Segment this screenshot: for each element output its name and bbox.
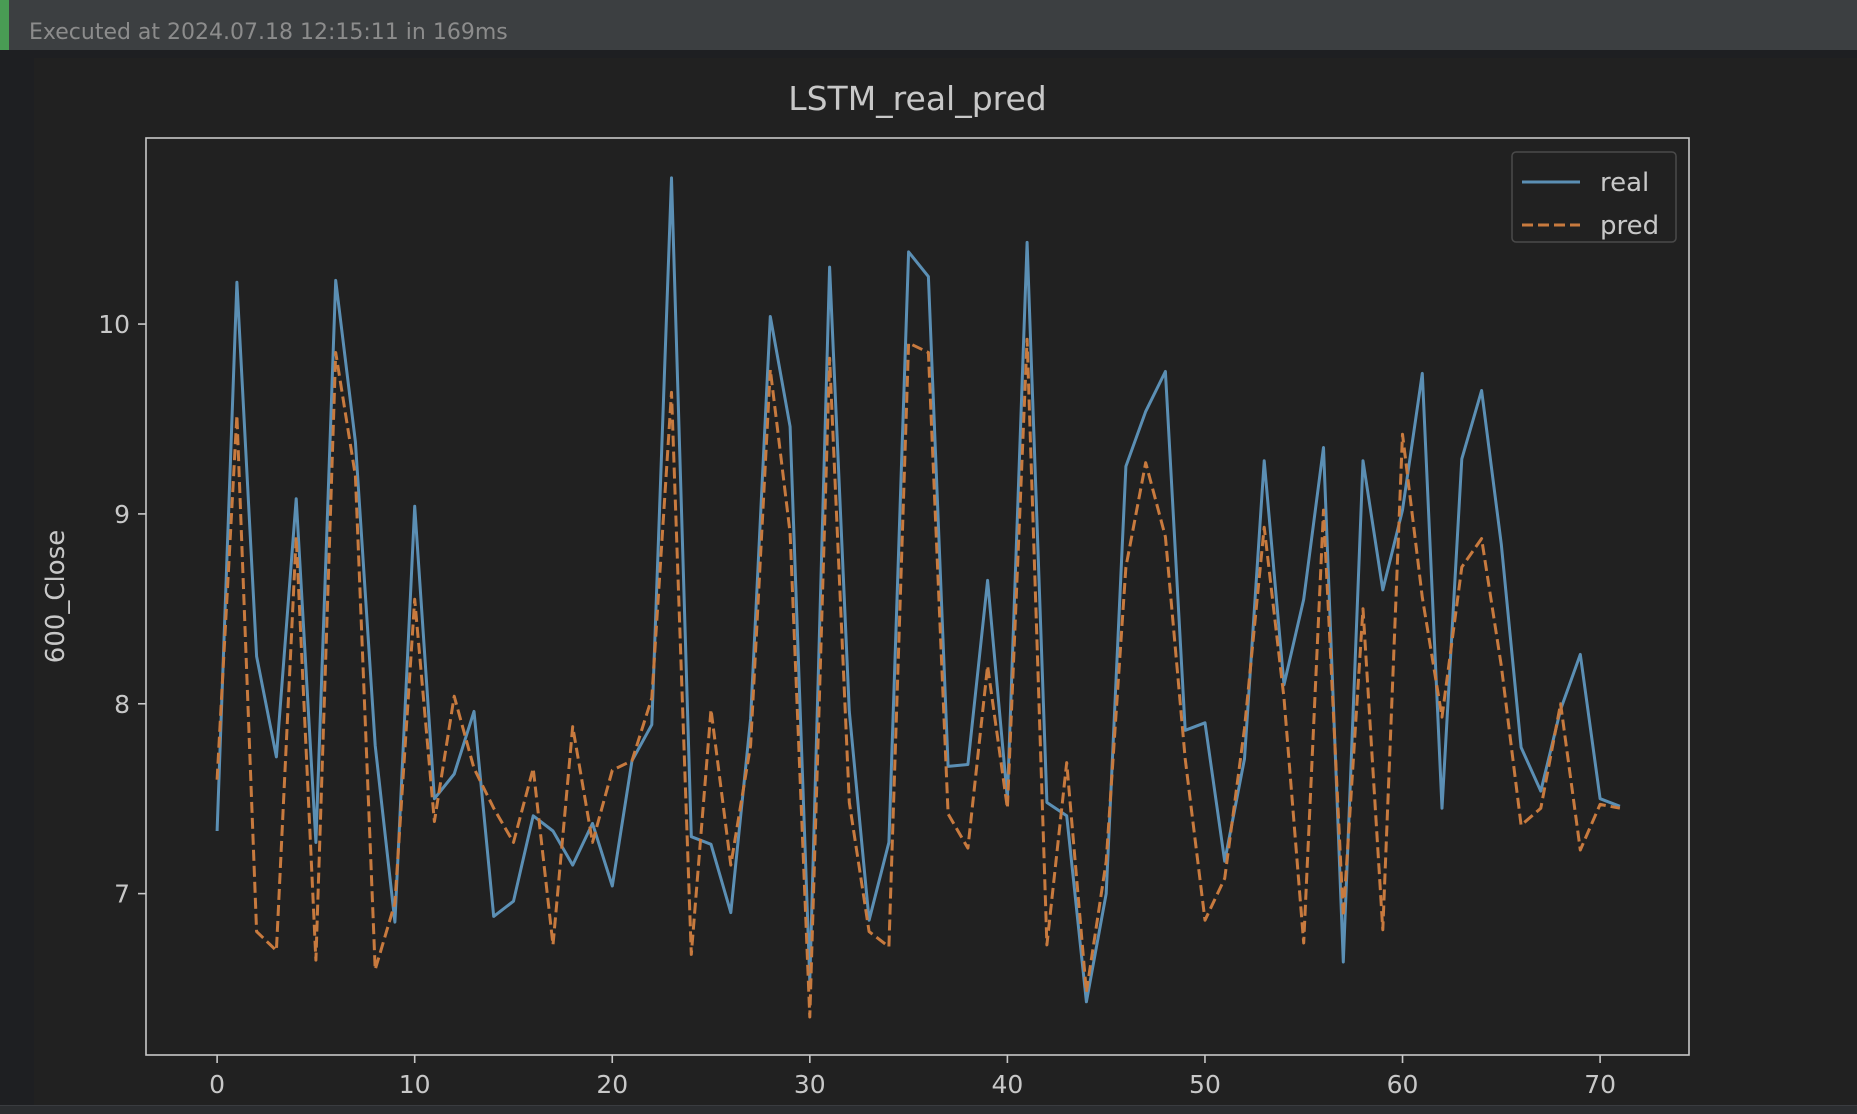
x-tick-label: 30 bbox=[794, 1070, 826, 1099]
legend-label-pred: pred bbox=[1600, 211, 1659, 241]
chart-title: LSTM_real_pred bbox=[788, 79, 1047, 118]
y-tick-label: 7 bbox=[114, 880, 130, 909]
bottom-edge bbox=[0, 1105, 1857, 1114]
x-tick-label: 0 bbox=[209, 1070, 225, 1099]
series-layer bbox=[215, 176, 1621, 1019]
x-tick-label: 60 bbox=[1387, 1070, 1419, 1099]
line-chart: 0 10 20 30 40 50 60 70 7 8 9 10 LSTM_real_pred 600_… bbox=[34, 58, 1857, 1105]
legend-label-real: real bbox=[1600, 168, 1649, 198]
x-tick-label: 10 bbox=[399, 1070, 431, 1099]
y-tick-label: 8 bbox=[114, 690, 130, 719]
legend-box bbox=[1511, 151, 1677, 243]
x-tick-label: 20 bbox=[596, 1070, 628, 1099]
execution-status-text: Executed at 2024.07.18 12:15:11 in 169ms bbox=[29, 20, 508, 45]
series-line-real bbox=[215, 176, 1621, 1004]
y-tick-label: 10 bbox=[98, 310, 130, 339]
x-tick-label: 70 bbox=[1584, 1070, 1616, 1099]
y-tick-label: 9 bbox=[114, 500, 130, 529]
execution-status-bar: Executed at 2024.07.18 12:15:11 in 169ms bbox=[0, 0, 1857, 50]
tick-layer: 0 10 20 30 40 50 60 70 7 8 9 10 bbox=[98, 310, 1616, 1099]
chart-legend: real pred bbox=[1511, 151, 1677, 243]
plot-frame bbox=[145, 137, 1690, 1056]
chart-figure: 0 10 20 30 40 50 60 70 7 8 9 10 LSTM_real_pred 600_… bbox=[34, 58, 1857, 1105]
x-tick-label: 40 bbox=[991, 1070, 1023, 1099]
x-tick-label: 50 bbox=[1189, 1070, 1221, 1099]
y-axis-label: 600_Close bbox=[41, 530, 71, 663]
series-line-pred bbox=[215, 337, 1621, 1019]
